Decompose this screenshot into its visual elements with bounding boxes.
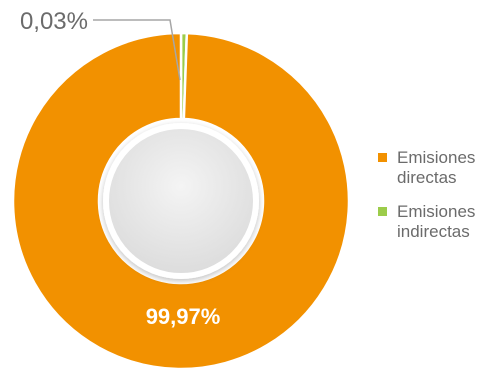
legend: Emisiones directas Emisiones indirectas	[378, 148, 496, 256]
legend-label-line1: Emisiones	[397, 148, 476, 167]
data-label-emisiones-indirectas: 0,03%	[20, 8, 88, 35]
slice-emisiones-directas	[11, 31, 351, 369]
legend-swatch-indirectas	[378, 207, 387, 216]
donut-hole	[103, 123, 259, 279]
legend-item-emisiones-directas: Emisiones directas	[378, 148, 496, 188]
legend-label-line2: indirectas	[397, 222, 470, 241]
legend-label-line1: Emisiones	[397, 202, 476, 221]
data-label-emisiones-directas: 99,97%	[146, 304, 221, 329]
legend-swatch-directas	[378, 153, 387, 162]
legend-label-line2: directas	[397, 168, 457, 187]
legend-item-emisiones-indirectas: Emisiones indirectas	[378, 202, 496, 242]
leader-line	[93, 19, 181, 81]
